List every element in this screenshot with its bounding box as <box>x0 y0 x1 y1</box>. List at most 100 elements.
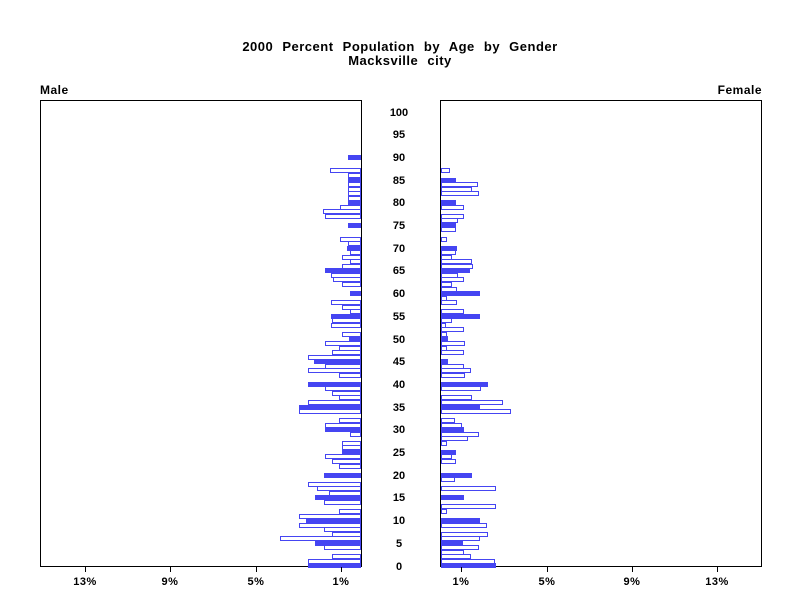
bar-male-age-12 <box>339 508 361 514</box>
female-pct-tick-9 <box>632 567 633 572</box>
bar-male-age-29 <box>350 431 361 437</box>
bar-male-age-7 <box>332 531 361 537</box>
bar-male-age-9 <box>299 522 361 528</box>
age-axis-label-0: 0 <box>395 560 403 573</box>
bar-male-age-26 <box>342 445 361 451</box>
bar-male-age-40 <box>308 381 361 387</box>
bar-female-age-36 <box>441 400 503 405</box>
bar-male-age-77 <box>325 213 361 219</box>
bar-female-age-20 <box>441 472 472 478</box>
age-axis-label-40: 40 <box>392 378 406 391</box>
bar-female-age-83 <box>441 186 472 192</box>
male-pct-tick-1 <box>341 567 342 572</box>
bar-male-age-70 <box>347 245 361 251</box>
male-pct-label-9: 9% <box>161 576 179 588</box>
bar-female-age-40 <box>441 381 488 387</box>
bar-male-age-24 <box>325 454 361 460</box>
male-pct-tick-9 <box>170 567 171 572</box>
bar-male-age-14 <box>324 499 361 505</box>
bar-male-age-56 <box>350 309 361 315</box>
bar-male-age-31 <box>325 422 361 428</box>
bar-female-age-32 <box>441 418 455 424</box>
bar-male-age-4 <box>324 545 361 551</box>
bar-male-age-69 <box>350 250 361 256</box>
bar-male-age-87 <box>330 168 361 174</box>
bar-female-age-28 <box>441 436 468 442</box>
bar-male-age-44 <box>325 363 361 369</box>
bar-female-age-85 <box>441 177 456 183</box>
female-pct-label-13: 13% <box>705 576 729 588</box>
bar-female-age-58 <box>441 300 457 306</box>
bar-male-age-8 <box>324 527 361 533</box>
male-plot-area <box>40 100 362 569</box>
bar-female-age-84 <box>441 182 478 187</box>
bar-female-age-70 <box>441 245 457 251</box>
bar-male-age-63 <box>333 277 361 283</box>
male-pct-label-1: 1% <box>332 576 350 588</box>
male-pct-tick-13 <box>85 567 86 572</box>
female-pct-tick-5 <box>547 567 548 572</box>
bar-male-age-51 <box>342 331 361 337</box>
bar-female-age-82 <box>441 191 479 197</box>
bar-male-age-34 <box>299 409 361 414</box>
bar-female-age-29 <box>441 431 479 437</box>
bar-male-age-68 <box>342 254 361 260</box>
bar-male-age-50 <box>349 336 361 342</box>
male-pct-label-13: 13% <box>73 576 97 588</box>
bar-female-age-56 <box>441 309 464 315</box>
age-axis-label-80: 80 <box>392 197 406 210</box>
bar-male-age-20 <box>324 472 361 478</box>
bar-male-age-6 <box>280 536 361 542</box>
bar-female-age-47 <box>441 350 464 355</box>
bar-female-age-65 <box>441 268 470 274</box>
bar-male-age-11 <box>299 513 361 519</box>
bar-female-age-27 <box>441 440 447 446</box>
bar-male-age-16 <box>329 490 361 496</box>
bar-female-age-17 <box>441 486 496 492</box>
bar-male-age-43 <box>308 368 361 374</box>
age-axis-label-55: 55 <box>392 310 406 323</box>
bar-male-age-58 <box>331 300 361 306</box>
bar-male-age-83 <box>348 186 361 192</box>
age-axis-label-25: 25 <box>392 447 406 459</box>
bar-male-age-84 <box>348 182 361 187</box>
age-axis-label-65: 65 <box>392 265 406 278</box>
female-pct-tick-1 <box>461 567 462 572</box>
bar-female-age-42 <box>441 372 465 378</box>
age-axis-label-85: 85 <box>392 174 406 187</box>
bar-female-age-77 <box>441 213 464 219</box>
bar-female-age-9 <box>441 522 487 528</box>
bar-female-age-34 <box>441 409 511 414</box>
bar-female-age-43 <box>441 368 471 374</box>
bar-female-age-7 <box>441 531 488 537</box>
bar-female-age-53 <box>441 322 446 328</box>
bar-female-age-66 <box>441 263 473 269</box>
age-axis-label-50: 50 <box>392 333 406 346</box>
bar-male-age-10 <box>306 518 361 523</box>
age-axis-label-30: 30 <box>392 424 406 437</box>
age-axis-label-100: 100 <box>389 106 409 119</box>
bar-female-age-12 <box>441 508 447 514</box>
female-pct-label-9: 9% <box>623 576 641 588</box>
bar-male-age-81 <box>348 195 361 201</box>
bar-female-age-49 <box>441 340 465 346</box>
bar-female-age-24 <box>441 454 452 460</box>
bar-female-age-50 <box>441 336 448 342</box>
bar-female-age-0 <box>441 563 496 569</box>
bar-male-age-53 <box>331 322 361 328</box>
bar-male-age-0 <box>308 563 361 569</box>
bar-male-age-62 <box>342 281 361 287</box>
bar-male-age-18 <box>308 481 361 487</box>
bar-male-age-37 <box>339 395 361 401</box>
bar-female-age-10 <box>441 518 480 523</box>
bar-male-age-48 <box>339 345 361 351</box>
age-axis-label-75: 75 <box>392 220 406 232</box>
age-axis-label-20: 20 <box>392 469 406 482</box>
bar-male-age-15 <box>315 495 361 501</box>
bar-female-age-63 <box>441 277 464 283</box>
bar-female-age-15 <box>441 495 464 501</box>
bar-female-age-5 <box>441 540 463 546</box>
bar-female-age-64 <box>441 272 458 278</box>
bar-male-age-67 <box>350 259 361 265</box>
